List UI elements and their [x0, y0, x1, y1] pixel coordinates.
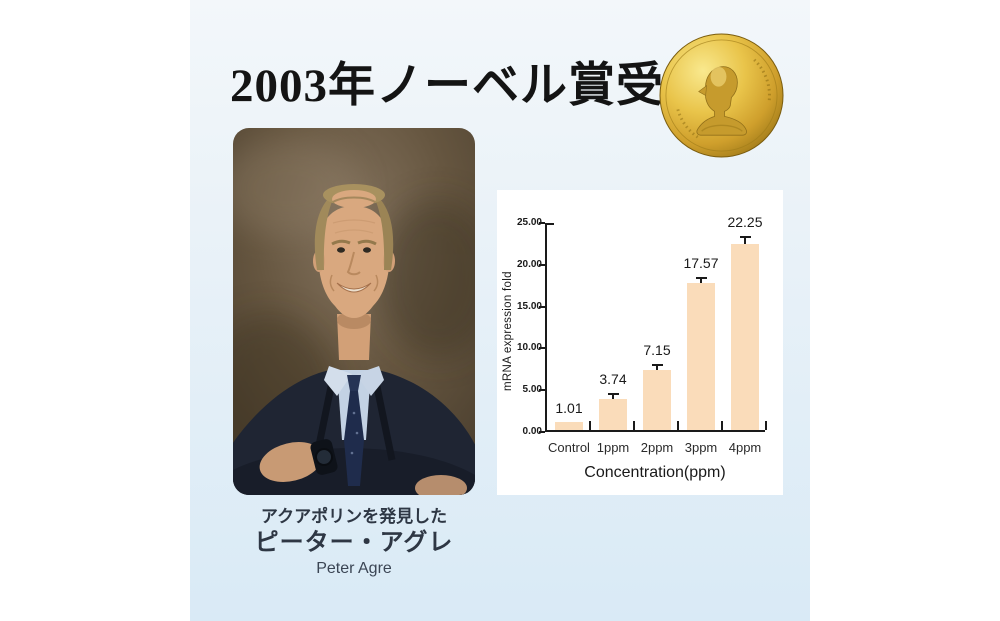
x-tick-mark — [589, 421, 591, 430]
bar-value-label: 3.74 — [599, 370, 627, 387]
x-tick-mark — [721, 421, 723, 430]
x-category-label: 4ppm — [728, 440, 762, 455]
bar-control — [555, 421, 583, 430]
bar-3ppm — [687, 283, 715, 430]
caption-name-english: Peter Agre — [316, 560, 392, 577]
y-tick-mark — [539, 263, 545, 266]
bar-1ppm — [599, 398, 627, 430]
y-tick-mark — [539, 305, 545, 308]
error-bar-stem — [700, 277, 702, 284]
error-bar — [607, 392, 619, 399]
error-bar-cap — [739, 236, 751, 239]
x-tick-mark — [765, 421, 767, 430]
x-axis-title: Concentration(ppm) — [584, 464, 726, 481]
caption-discovery-text: アクアポリンを発見した — [260, 507, 448, 526]
y-axis-top-tick — [547, 223, 554, 225]
x-tick-mark — [633, 421, 635, 430]
x-category-label: Control — [548, 440, 590, 455]
bar-4ppm — [731, 244, 759, 430]
error-bar-stem — [744, 236, 746, 244]
y-tick-label: 25.00 — [516, 217, 542, 228]
error-bar-cap — [651, 364, 663, 367]
y-tick-mark — [539, 389, 545, 392]
error-bar — [695, 277, 707, 284]
peter-agre-portrait — [233, 128, 475, 495]
plot-area: 0.00 5.00 10.00 15.00 20.00 25.00 1.01 Control 3… — [517, 214, 767, 455]
y-tick-label: 5.00 — [522, 384, 542, 396]
x-category-label: 1ppm — [596, 440, 630, 455]
y-axis-title: mRNA expression fold — [502, 271, 514, 391]
y-tick-mark — [539, 222, 545, 224]
error-bar-cap — [695, 277, 707, 280]
mrna-expression-chart: mRNA expression fold 0.00 5.00 10.00 15.00 2… — [497, 190, 783, 495]
portrait-caption: アクアポリンを発見した ピーター・アグレ Peter Agre — [233, 506, 475, 578]
error-bar — [739, 236, 751, 244]
x-category-label: 2ppm — [640, 440, 674, 455]
portrait-graphic — [233, 128, 475, 495]
y-tick-mark — [539, 431, 545, 433]
nobel-medal-graphic — [659, 33, 784, 158]
y-tick-label: 10.00 — [516, 342, 542, 354]
bar-value-label: 17.57 — [683, 255, 719, 272]
error-bar-stem — [656, 364, 658, 371]
error-bar — [651, 364, 663, 371]
bar-value-label: 1.01 — [555, 399, 583, 416]
x-category-label: 3ppm — [684, 440, 718, 455]
nobel-medal-icon — [658, 32, 785, 159]
y-tick-label: 0.00 — [522, 426, 542, 437]
x-tick-mark — [677, 421, 679, 430]
y-tick-label: 15.00 — [516, 300, 542, 312]
y-tick-mark — [539, 347, 545, 350]
y-tick-label: 20.00 — [516, 258, 542, 270]
error-bar-cap — [607, 392, 619, 395]
bar-value-label: 7.15 — [643, 342, 671, 359]
bar-2ppm — [643, 370, 671, 430]
error-bar-stem — [612, 392, 614, 399]
caption-name-japanese: ピーター・アグレ — [254, 529, 454, 556]
page-title: 2003年ノーベル賞受賞 — [230, 60, 712, 112]
bar-value-label: 22.25 — [727, 214, 763, 231]
